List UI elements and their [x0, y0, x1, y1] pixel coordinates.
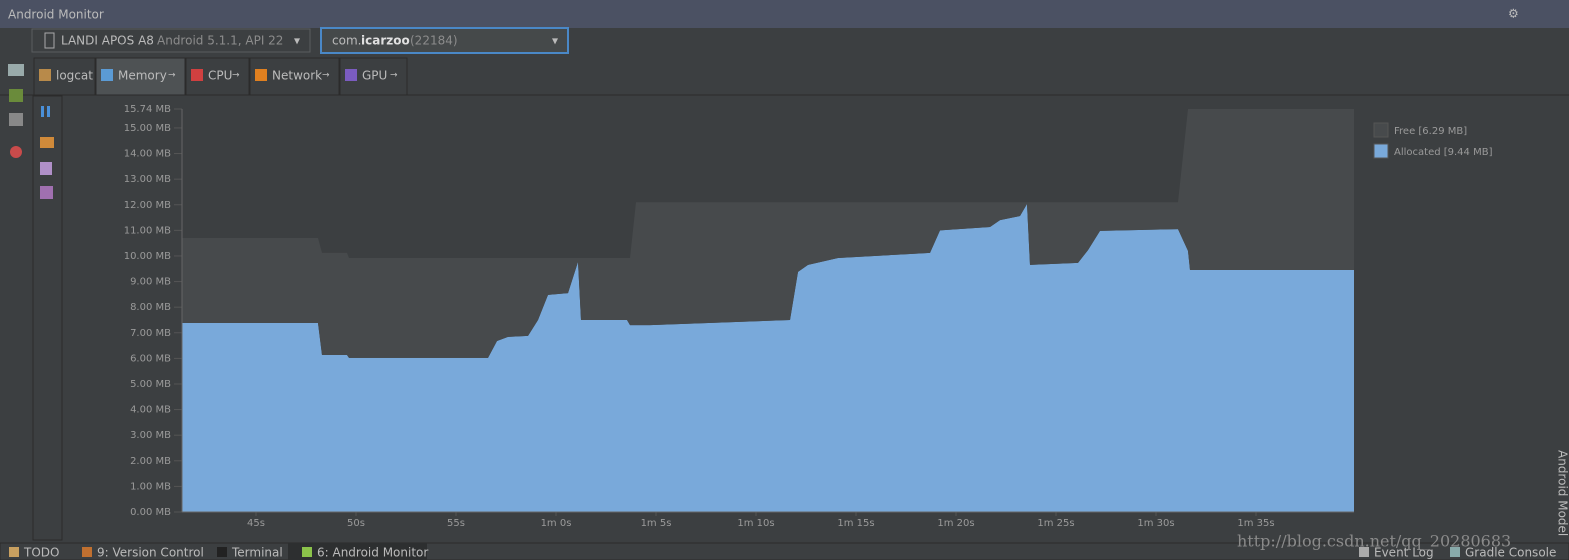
y-tick-label: 15.74 MB: [124, 104, 171, 115]
alloc-button[interactable]: [40, 186, 53, 199]
hprof-button[interactable]: [9, 113, 23, 126]
tab-icon: [191, 69, 203, 81]
legend-label: Free [6.29 MB]: [1394, 126, 1467, 137]
record-button[interactable]: [9, 89, 23, 102]
legend-swatch: [1373, 122, 1389, 138]
tab-label: Memory: [118, 69, 167, 83]
x-tick-label: 55s: [447, 518, 465, 529]
tab-label: CPU: [208, 69, 232, 83]
tool-tab[interactable]: 6: Android Monitor: [317, 546, 428, 560]
y-tick-label: 1.00 MB: [130, 481, 171, 492]
tab-detach: →: [390, 71, 398, 81]
process-pid: (22184): [410, 34, 458, 48]
tab-icon: [39, 69, 51, 81]
process-name: icarzoo: [361, 34, 410, 48]
x-tick-label: 1m 0s: [541, 518, 572, 529]
gc-button[interactable]: [40, 137, 54, 148]
area: [182, 109, 1354, 358]
close-button[interactable]: [10, 146, 22, 158]
y-tick-label: 5.00 MB: [130, 379, 171, 390]
tool-icon: [302, 547, 312, 557]
y-tick-label: 6.00 MB: [130, 353, 171, 364]
pause-button[interactable]: [41, 106, 44, 117]
process-prefix: com.: [332, 34, 361, 48]
y-tick-label: 3.00 MB: [130, 430, 171, 441]
tab-icon: [101, 69, 113, 81]
y-tick-label: 2.00 MB: [130, 456, 171, 467]
x-tick-label: 1m 30s: [1137, 518, 1174, 529]
y-tick-label: 11.00 MB: [124, 225, 171, 236]
tool-icon: [217, 547, 227, 557]
tool-tab[interactable]: Terminal: [231, 546, 283, 560]
x-tick-label: 50s: [347, 518, 365, 529]
tool-tab[interactable]: TODO: [23, 546, 59, 560]
watermark: http://blog.csdn.net/qq_20280683: [1237, 532, 1511, 551]
tab-label: logcat: [56, 69, 93, 83]
y-tick-label: 7.00 MB: [130, 328, 171, 339]
tool-icon: [1359, 547, 1369, 557]
tab-detach: →: [232, 71, 240, 81]
device-icon: [44, 32, 55, 49]
active-tool-tab: [288, 543, 427, 560]
y-tick-label: 8.00 MB: [130, 302, 171, 313]
tab-label: GPU: [362, 69, 387, 83]
tool-icon: [1450, 547, 1460, 557]
tab-label: Network: [272, 69, 322, 83]
tab-icon: [255, 69, 267, 81]
tool-icon: [9, 547, 19, 557]
process-dropdown[interactable]: [320, 27, 569, 54]
device-detail: Android 5.1.1, API 22: [157, 34, 283, 48]
x-tick-label: 1m 5s: [641, 518, 672, 529]
tab-detach: →: [322, 71, 330, 81]
tool-tab[interactable]: Gradle Console: [1465, 546, 1556, 560]
x-tick-label: 1m 20s: [937, 518, 974, 529]
tool-icon: [82, 547, 92, 557]
y-tick-label: 4.00 MB: [130, 405, 171, 416]
side-label[interactable]: Android Model: [1556, 450, 1569, 536]
device-name: LANDI APOS A8: [61, 34, 154, 48]
x-tick-label: 1m 10s: [737, 518, 774, 529]
dropdown-arrow[interactable]: ▾: [552, 34, 558, 48]
legend-swatch: [1373, 143, 1389, 159]
area: [182, 203, 1354, 512]
x-tick-label: 45s: [247, 518, 265, 529]
legend-label: Allocated [9.44 MB]: [1394, 147, 1493, 158]
y-tick-label: 10.00 MB: [124, 251, 171, 262]
tab-icon: [345, 69, 357, 81]
x-tick-label: 1m 15s: [837, 518, 874, 529]
device-dropdown[interactable]: [31, 28, 311, 53]
dropdown-arrow[interactable]: ▾: [294, 34, 300, 48]
dump-button[interactable]: [40, 162, 52, 175]
title-bar: [0, 0, 1569, 28]
y-tick-label: 9.00 MB: [130, 277, 171, 288]
y-tick-label: 0.00 MB: [130, 507, 171, 518]
settings-icon[interactable]: ⚙: [1508, 7, 1519, 21]
x-tick-label: 1m 25s: [1037, 518, 1074, 529]
y-tick-label: 12.00 MB: [124, 200, 171, 211]
screenshot-button[interactable]: [8, 64, 24, 76]
x-tick-label: 1m 35s: [1237, 518, 1274, 529]
tool-tab[interactable]: 9: Version Control: [97, 546, 204, 560]
y-tick-label: 14.00 MB: [124, 149, 171, 160]
y-tick-label: 13.00 MB: [124, 174, 171, 185]
window-title: Android Monitor: [8, 8, 104, 22]
tab-detach: →: [168, 71, 176, 81]
pause-button[interactable]: [47, 106, 50, 117]
tool-tab[interactable]: Event Log: [1374, 546, 1434, 560]
y-tick-label: 15.00 MB: [124, 123, 171, 134]
